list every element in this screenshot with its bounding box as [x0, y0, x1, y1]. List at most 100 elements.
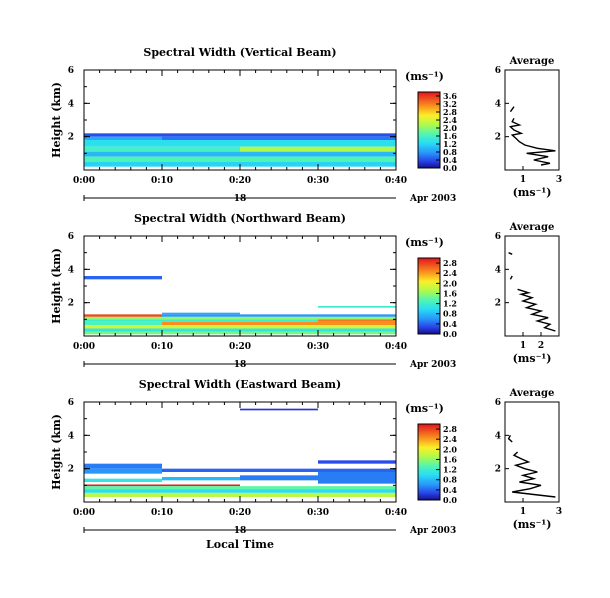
heatmap-cell — [162, 321, 396, 326]
colorbar-swatch — [418, 454, 440, 457]
colorbar-swatch — [418, 108, 440, 111]
heatmap-cell — [84, 486, 396, 490]
colorbar-swatch — [418, 483, 440, 486]
colorbar-swatch — [418, 263, 440, 265]
colorbar-swatch — [418, 105, 440, 108]
colorbar-swatch — [418, 270, 440, 273]
colorbar-swatch — [418, 313, 440, 316]
colorbar-swatch — [418, 165, 440, 168]
colorbar-swatch — [418, 311, 440, 313]
colorbar-swatch — [418, 435, 440, 438]
x-tick-label: 0:00 — [73, 342, 95, 352]
colorbar-swatch — [418, 462, 440, 464]
colorbar-swatch — [418, 265, 440, 268]
x-tick-label: 0:40 — [385, 342, 407, 352]
colorbar-swatch — [418, 102, 440, 104]
colorbar-swatch — [418, 318, 440, 321]
colorbar-swatch — [418, 304, 440, 307]
average-profile-line — [508, 117, 556, 166]
colorbar-swatch — [418, 331, 440, 334]
colorbar-swatch — [418, 481, 440, 483]
colorbar-tick-label: 0.0 — [443, 495, 457, 505]
colorbar-swatch — [418, 154, 440, 156]
colorbar-swatch — [418, 145, 440, 147]
colorbar-unit-label: (ms⁻¹) — [405, 236, 444, 249]
colorbar-swatch — [418, 308, 440, 311]
panel-title: Spectral Width (Eastward Beam) — [139, 378, 341, 391]
colorbar-tick-label: 0.8 — [443, 475, 457, 485]
colorbar-tick-label: 0.8 — [443, 147, 457, 157]
colorbar-swatch — [418, 323, 440, 326]
heatmap-cell — [162, 314, 396, 317]
colorbar-swatch — [418, 164, 440, 166]
colorbar-swatch — [418, 119, 440, 122]
colorbar-swatch — [418, 456, 440, 459]
colorbar-swatch — [418, 133, 440, 136]
colorbar-swatch — [418, 114, 440, 117]
colorbar-tick-label: 3.6 — [443, 91, 457, 101]
x-tick-label: 0:10 — [151, 342, 173, 352]
colorbar-swatch — [418, 297, 440, 300]
x-tick-label: 0:10 — [151, 176, 173, 186]
heatmap-cells — [84, 276, 396, 335]
y-axis-label: Height (km) — [50, 248, 63, 324]
colorbar-swatch — [418, 269, 440, 272]
heatmap-cells — [84, 408, 396, 497]
colorbar-swatch — [418, 441, 440, 444]
colorbar-tick-label: 1.2 — [443, 299, 457, 309]
colorbar-swatch — [418, 117, 440, 120]
heatmap-cell — [162, 477, 240, 481]
colorbar-swatch — [418, 437, 440, 440]
day-marker: 18 — [234, 360, 247, 370]
colorbar-swatch — [418, 275, 440, 278]
colorbar-swatch — [418, 450, 440, 453]
colorbar-swatch — [418, 446, 440, 449]
colorbar-swatch — [418, 127, 440, 130]
average-x-tick-label: 1 — [520, 175, 526, 185]
colorbar-swatch — [418, 426, 440, 429]
colorbar-tick-label: 0.4 — [443, 485, 457, 495]
day-marker: 18 — [234, 194, 247, 204]
colorbar-tick-label: 0.4 — [443, 319, 457, 329]
colorbar-swatch — [418, 330, 440, 332]
colorbar-swatch — [418, 470, 440, 473]
colorbar-swatch — [418, 111, 440, 113]
colorbar-tick-label: 2.4 — [443, 434, 457, 444]
colorbar-swatch — [418, 113, 440, 116]
heatmap-cell — [162, 136, 396, 140]
panel-title: Spectral Width (Vertical Beam) — [143, 46, 336, 59]
colorbar-swatch — [418, 444, 440, 447]
heatmap-cell — [84, 140, 396, 147]
colorbar-swatch — [418, 289, 440, 292]
y-tick-label: 6 — [68, 66, 74, 76]
colorbar-swatch — [418, 147, 440, 150]
colorbar-swatch — [418, 109, 440, 112]
colorbar-swatch — [418, 112, 440, 115]
colorbar-swatch — [418, 155, 440, 158]
colorbar-tick-label: 2.8 — [443, 107, 457, 117]
colorbar-swatch — [418, 288, 440, 291]
colorbar-swatch — [418, 493, 440, 496]
y-tick-label: 2 — [68, 465, 74, 475]
colorbar-tick-label: 2.0 — [443, 123, 457, 133]
average-x-tick-label: 3 — [556, 507, 562, 517]
average-unit-label: (ms⁻¹) — [513, 518, 552, 531]
heatmap-cell — [318, 460, 396, 464]
colorbar-unit-label: (ms⁻¹) — [405, 70, 444, 83]
colorbar-swatch — [418, 489, 440, 492]
colorbar-swatch — [418, 123, 440, 126]
colorbar-swatch — [418, 298, 440, 301]
y-axis-label: Height (km) — [50, 82, 63, 158]
x-tick-label: 0:30 — [307, 176, 329, 186]
heatmap-cell — [84, 136, 162, 140]
x-axis-label: Local Time — [206, 538, 274, 551]
x-tick-label: 0:20 — [229, 176, 251, 186]
colorbar-swatch — [418, 260, 440, 263]
colorbar-swatch — [418, 463, 440, 466]
colorbar-swatch — [418, 274, 440, 277]
colorbar-swatch — [418, 307, 440, 310]
average-y-tick-label: 4 — [495, 431, 501, 441]
average-profile-line — [512, 451, 556, 498]
heatmap-cell — [84, 319, 318, 322]
colorbar-swatch — [418, 464, 440, 467]
